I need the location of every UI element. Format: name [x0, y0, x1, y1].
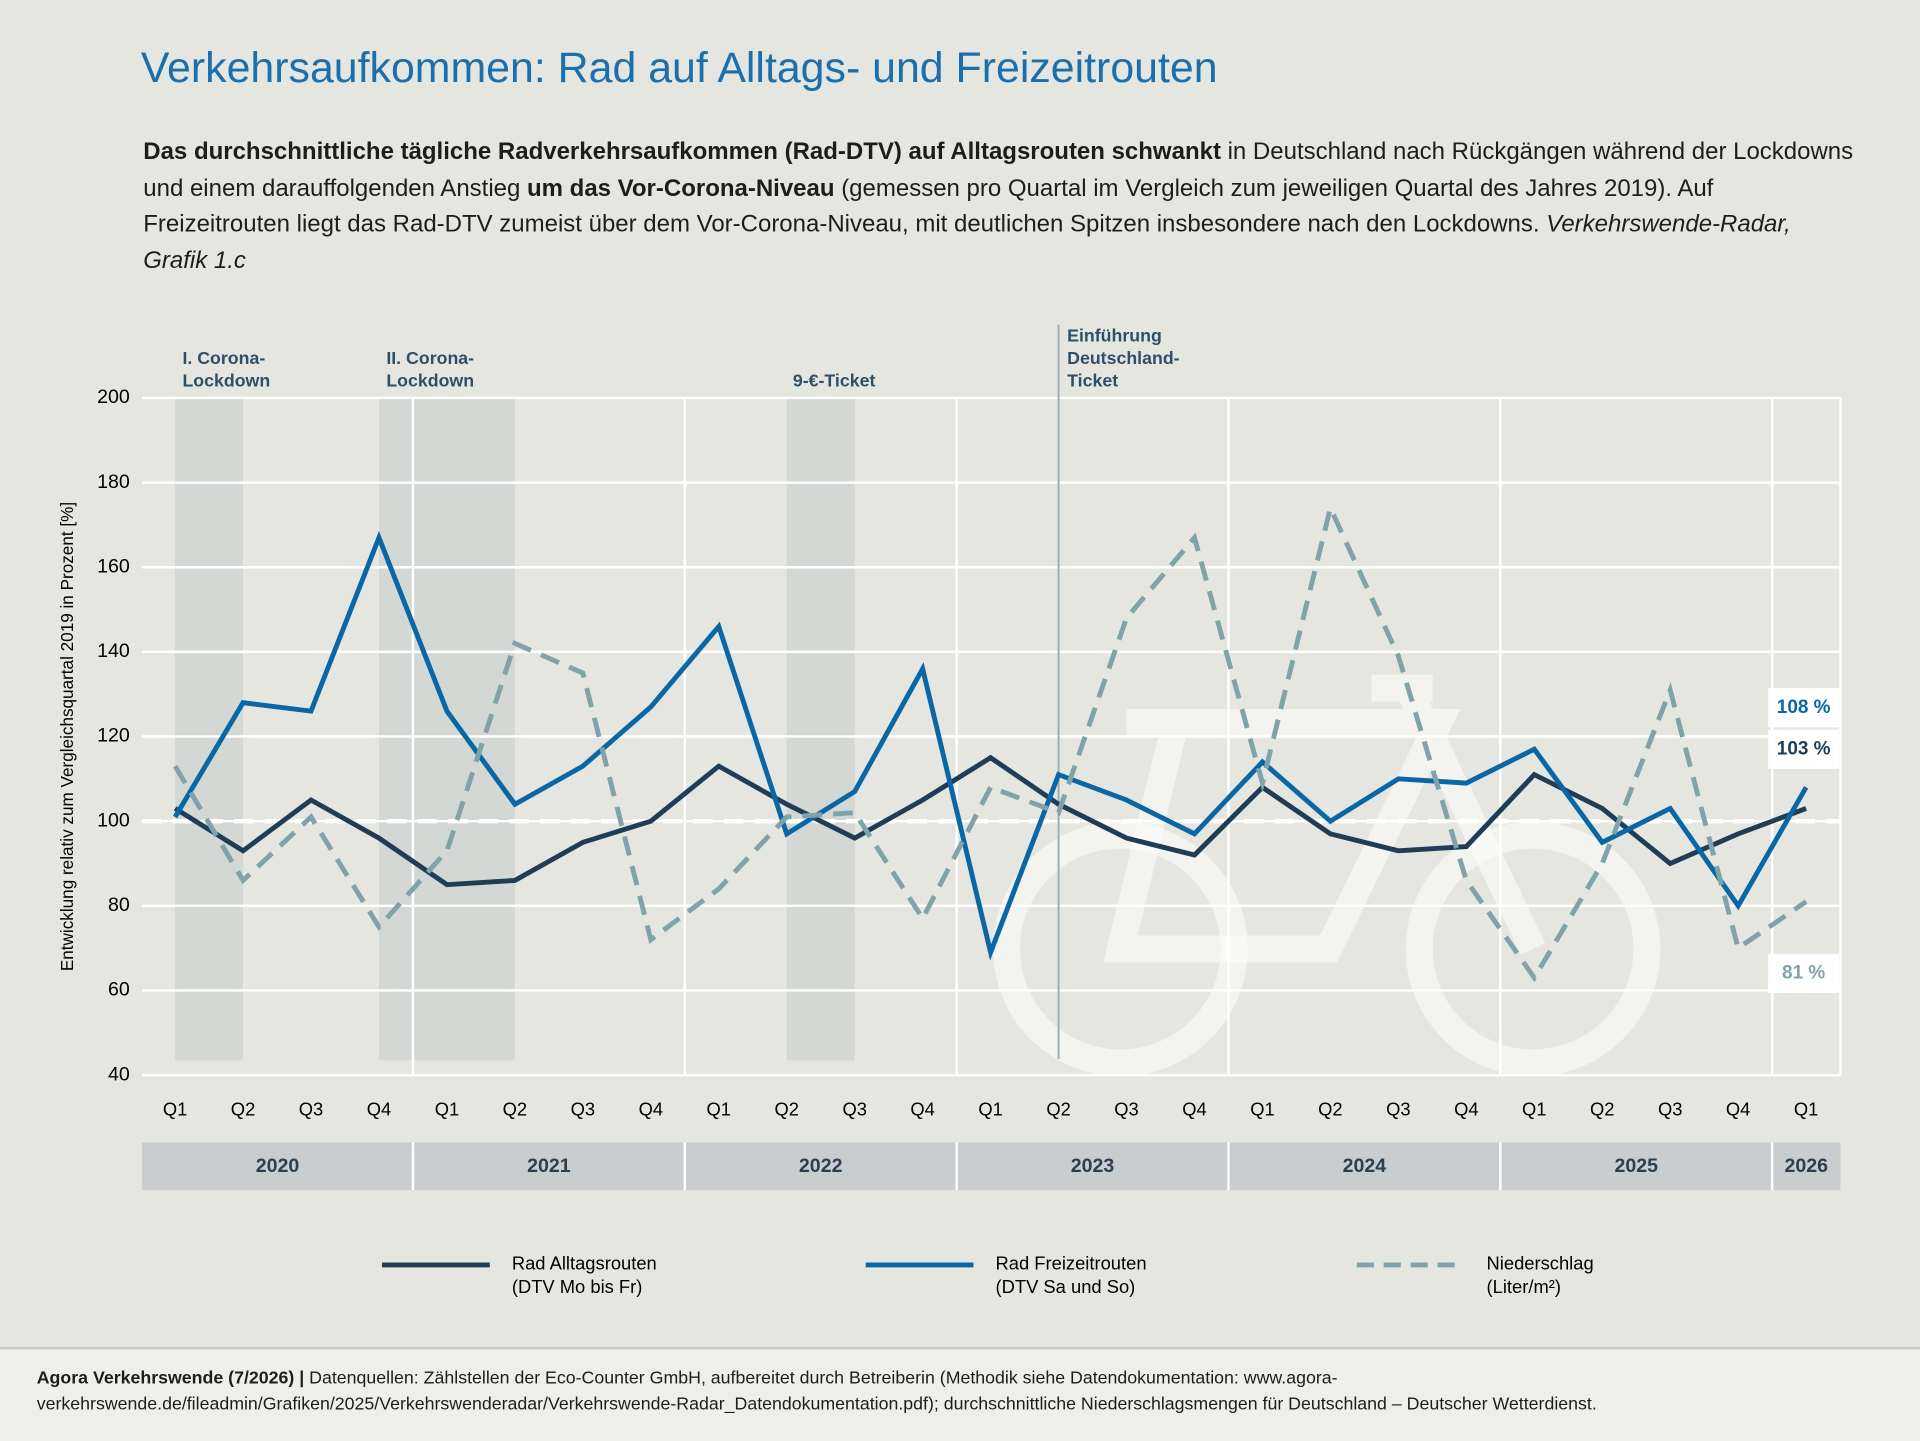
x-tick-label: Q1	[435, 1098, 460, 1119]
legend-label: Niederschlag	[1487, 1253, 1594, 1274]
year-label: 2020	[256, 1155, 300, 1177]
period-shade	[175, 397, 244, 1061]
value-label-box	[1768, 729, 1840, 769]
text-segment: in Deutschland nach Rückgängen während d…	[143, 138, 1854, 202]
x-tick-label: Q3	[1114, 1098, 1139, 1119]
x-tick-label: Q1	[707, 1098, 732, 1119]
x-tick-label: Q2	[503, 1098, 528, 1119]
text-segment: (gemessen pro Quartal im Vergleich zum j…	[143, 174, 1714, 238]
x-tick-label: Q3	[571, 1098, 596, 1119]
x-tick-label: Q1	[1794, 1098, 1819, 1119]
x-tick-label: Q1	[1250, 1098, 1275, 1119]
year-label: 2023	[1071, 1155, 1115, 1177]
x-tick-label: Q2	[231, 1098, 256, 1119]
text-segment: Agora Verkehrswende (7/2026) |	[36, 1368, 305, 1389]
event-label: Ticket	[1067, 371, 1118, 391]
y-tick-label: 160	[97, 555, 130, 577]
series-line	[172, 500, 1808, 983]
y-tick-label: 180	[97, 471, 130, 493]
x-tick-label: Q4	[1726, 1098, 1751, 1119]
year-label: 2026	[1784, 1155, 1828, 1177]
period-shade	[786, 397, 855, 1061]
event-label: Einführung	[1067, 325, 1162, 345]
plot-background	[142, 396, 1842, 1191]
year-label: 2022	[799, 1155, 843, 1177]
legend-label: Rad Freizeitrouten	[996, 1253, 1147, 1274]
value-label-box	[1768, 688, 1840, 728]
x-tick-label: Q2	[1318, 1098, 1343, 1119]
event-label: Deutschland-	[1067, 348, 1180, 368]
x-tick-label: Q3	[1386, 1098, 1411, 1119]
y-tick-label: 140	[97, 640, 130, 662]
period-label: Lockdown	[182, 371, 270, 391]
year-band	[142, 1142, 1841, 1191]
x-tick-label: Q4	[910, 1098, 935, 1119]
year-label: 2024	[1343, 1155, 1387, 1177]
title: Verkehrsaufkommen: Rad auf Alltags- und …	[140, 44, 1218, 92]
legend-note: (DTV Sa und So)	[996, 1276, 1136, 1297]
text-segment: Datenquellen: Zählstellen der Eco-Counte…	[36, 1368, 1597, 1415]
legend-note: (DTV Mo bis Fr)	[512, 1276, 643, 1297]
period-label: 9-€-Ticket	[793, 371, 876, 391]
x-tick-label: Q4	[1454, 1098, 1479, 1119]
period-label: I. Corona-	[182, 348, 265, 368]
footer: Agora Verkehrswende (7/2026) | Datenquel…	[0, 1346, 1920, 1441]
y-tick-label: 60	[108, 979, 130, 1001]
y-tick-label: 80	[108, 894, 130, 916]
description: Das durchschnittliche tägliche Radverkeh…	[143, 135, 1857, 279]
y-axis-label: Entwicklung relativ zum Vergleichsquarta…	[57, 502, 77, 971]
x-tick-label: Q1	[1522, 1098, 1547, 1119]
x-tick-label: Q4	[367, 1098, 392, 1119]
legend-label: Rad Alltagsrouten	[512, 1253, 657, 1274]
x-tick-label: Q3	[1658, 1098, 1682, 1119]
x-tick-label: Q2	[1046, 1098, 1071, 1119]
x-tick-label: Q1	[978, 1098, 1003, 1119]
year-label: 2021	[527, 1155, 571, 1177]
footer-text: Agora Verkehrswende (7/2026) | Datenquel…	[37, 1367, 1884, 1418]
x-tick-label: Q3	[842, 1098, 867, 1119]
period-label: II. Corona-	[386, 348, 474, 368]
period-label: Lockdown	[386, 371, 474, 391]
bicycle-watermark	[993, 674, 1661, 1077]
series-line	[172, 530, 1809, 961]
y-tick-label: 120	[97, 725, 130, 747]
y-tick-label: 40	[108, 1063, 130, 1085]
x-tick-label: Q4	[1182, 1098, 1207, 1119]
y-tick-label: 200	[97, 386, 130, 408]
text-segment: Verkehrswende-Radar, Grafik 1.c	[143, 210, 1791, 274]
x-tick-label: Q1	[163, 1098, 188, 1119]
period-shade	[378, 397, 515, 1061]
y-tick-label: 100	[97, 809, 130, 831]
value-label: 108 %	[1777, 697, 1831, 718]
year-label: 2025	[1614, 1155, 1658, 1177]
x-tick-label: Q2	[774, 1098, 799, 1119]
x-tick-label: Q3	[299, 1098, 323, 1119]
value-label-box	[1768, 953, 1840, 994]
chart: I. Corona- Lockdown II. Corona- Lockdown 9-€…	[57, 324, 1842, 1297]
x-tick-label: Q4	[639, 1098, 664, 1119]
value-label: 103 %	[1777, 738, 1831, 759]
text-segment: um das Vor-Corona-Niveau	[527, 174, 835, 202]
text-segment: Das durchschnittliche tägliche Radverkeh…	[143, 138, 1221, 166]
value-label: 81 %	[1782, 962, 1825, 983]
series-line	[173, 754, 1807, 888]
legend-note: (Liter/m²)	[1487, 1276, 1561, 1297]
x-tick-label: Q2	[1590, 1098, 1615, 1119]
